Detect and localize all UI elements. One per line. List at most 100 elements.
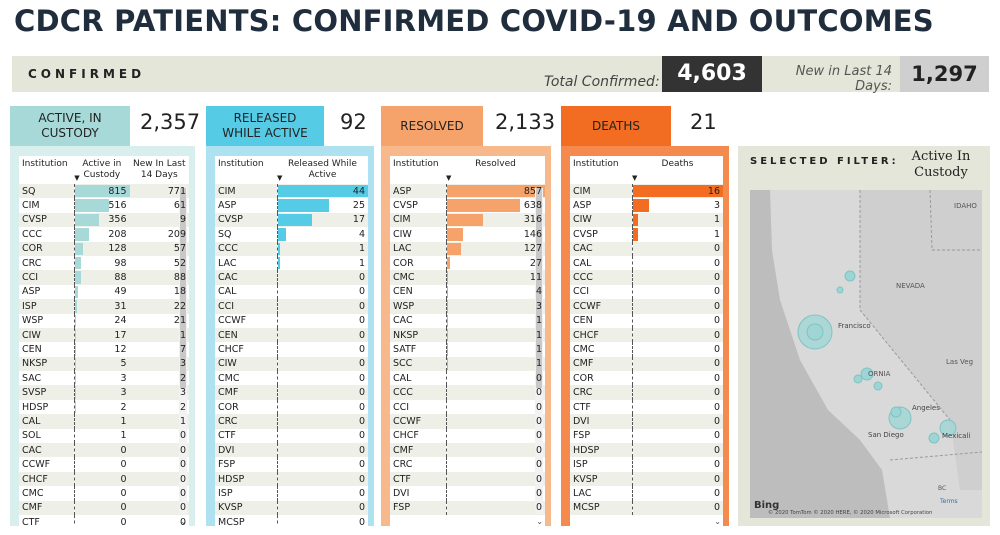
table-row[interactable]: CCWF 0 [390,414,545,429]
table-row[interactable]: CCI 0 [215,299,368,314]
table-row[interactable]: CAC 0 0 [19,443,189,458]
table-row[interactable]: MCSP 0 [570,500,723,515]
table-row[interactable]: CAL 0 [570,255,723,271]
table-row[interactable]: CEN 12 7 [19,342,189,357]
table-row[interactable]: CHCF 0 0 [19,471,189,487]
map-terms-link[interactable]: Terms [939,498,958,505]
table-row[interactable]: CTF 0 [390,471,545,487]
table-row[interactable]: HDSP 2 2 [19,399,189,415]
table-row[interactable]: HDSP 0 [215,471,368,487]
table-row[interactable]: MCSP 0 [215,514,368,526]
table-row[interactable]: CAC 0 [570,241,723,256]
table-row[interactable]: CCI 0 [390,399,545,415]
table-row[interactable]: ASP 25 [215,198,368,213]
deaths-card-button[interactable]: DEATHS [561,106,671,146]
table-row[interactable]: CVSP 638 [390,198,545,213]
table-row[interactable]: CEN 0 [215,327,368,343]
table-row[interactable]: CHCF 0 [390,428,545,444]
table-row[interactable]: ASP 857 [390,184,545,199]
table-row[interactable]: CIM 516 61 [19,198,189,213]
table-row[interactable]: SOL 1 0 [19,428,189,444]
table-row[interactable]: NKSP 1 [390,327,545,343]
table-row[interactable]: COR 0 [215,399,368,415]
table-row[interactable]: LAC 127 [390,241,545,256]
sort-desc-icon[interactable]: ▼ [277,174,283,182]
table-row[interactable]: CTF 0 [215,428,368,444]
table-row[interactable]: SAC 3 2 [19,371,189,386]
scrollbar[interactable] [179,188,187,514]
col-header-resolved[interactable]: Resolved ▼ [446,156,545,184]
table-row[interactable]: ISP 31 22 [19,299,189,314]
table-row[interactable]: CCWF 0 [570,299,723,314]
table-row[interactable]: LAC 0 [570,486,723,501]
table-row[interactable]: CMF 0 [390,443,545,458]
sort-desc-icon[interactable]: ▼ [446,174,452,182]
table-row[interactable]: COR 27 [390,255,545,271]
table-row[interactable]: CVSP 356 9 [19,212,189,228]
table-row[interactable]: CMC 11 [390,270,545,285]
table-row[interactable]: CIM 16 [570,184,723,199]
sort-desc-icon[interactable]: ▼ [632,174,638,182]
table-row[interactable]: CAL 0 [215,284,368,300]
table-row[interactable]: CIW 1 [570,212,723,228]
table-row[interactable]: CCI 88 88 [19,270,189,285]
col-header-institution[interactable]: Institution [573,159,619,169]
scroll-down-icon[interactable]: ⌄ [180,517,187,526]
table-row[interactable]: FSP 0 [570,428,723,444]
table-row[interactable]: CAC 0 [215,270,368,285]
map-svg[interactable]: IDAHO NEVADA Francisco ORNIA Las Veg Ang… [750,190,982,518]
table-row[interactable]: DVI 0 [215,443,368,458]
table-row[interactable]: NKSP 5 3 [19,356,189,372]
resolved-card-button[interactable]: RESOLVED [381,106,483,146]
sort-desc-icon[interactable]: ▼ [74,174,80,182]
table-row[interactable]: CMF 0 [215,385,368,400]
table-row[interactable]: CAL 1 1 [19,414,189,429]
table-row[interactable]: CMC 0 [215,371,368,386]
table-row[interactable]: CCI 0 [570,284,723,300]
col-header-deaths[interactable]: Deaths ▼ [632,156,723,184]
table-row[interactable]: KVSP 0 [215,500,368,515]
table-row[interactable]: CCC 0 [390,385,545,400]
table-row[interactable]: CRC 0 [390,457,545,472]
table-row[interactable]: HDSP 0 [570,443,723,458]
table-row[interactable]: CCC 1 [215,241,368,256]
table-row[interactable]: COR 0 [570,371,723,386]
table-row[interactable]: CIW 0 [215,356,368,372]
table-row[interactable]: CMC 0 0 [19,486,189,501]
scroll-down-icon[interactable]: ⌄ [714,517,721,526]
table-row[interactable]: ISP 0 [215,486,368,501]
table-row[interactable]: CVSP 1 [570,227,723,242]
california-map[interactable]: IDAHO NEVADA Francisco ORNIA Las Veg Ang… [750,190,982,518]
table-row[interactable]: CIW 146 [390,227,545,242]
table-row[interactable]: SQ 815 771 [19,184,189,199]
scroll-thumb[interactable] [180,188,186,388]
table-row[interactable]: LAC 1 [215,255,368,271]
col-header-released[interactable]: Released While Active ▼ [277,156,368,184]
col-header-active[interactable]: Active in Custody ▼ [74,156,129,184]
table-row[interactable]: DVI 0 [570,414,723,429]
table-row[interactable]: CEN 4 [390,284,545,300]
table-row[interactable]: CHCF 0 [570,327,723,343]
table-row[interactable]: CTF 0 [570,399,723,415]
table-row[interactable]: CEN 0 [570,313,723,328]
table-row[interactable]: FSP 0 [215,457,368,472]
table-row[interactable]: SATF 1 [390,342,545,357]
table-row[interactable]: CCWF 0 0 [19,457,189,472]
table-row[interactable]: CMF 0 0 [19,500,189,515]
table-row[interactable]: CCWF 0 [215,313,368,328]
table-row[interactable]: CRC 0 [215,414,368,429]
table-row[interactable]: CRC 0 [570,385,723,400]
col-header-institution[interactable]: Institution [218,159,264,169]
table-row[interactable]: SQ 4 [215,227,368,242]
table-row[interactable]: CAL 0 [390,371,545,386]
table-row[interactable]: ASP 3 [570,198,723,213]
table-row[interactable]: SVSP 3 3 [19,385,189,400]
table-row[interactable]: CTF 0 0 [19,514,189,526]
table-row[interactable]: ISP 0 [570,457,723,472]
scroll-down-icon[interactable]: ⌄ [536,517,543,526]
table-row[interactable]: CAC 1 [390,313,545,328]
table-row[interactable]: WSP 24 21 [19,313,189,328]
table-row[interactable]: CMF 0 [570,356,723,372]
table-row[interactable]: CIM 44 [215,184,368,199]
table-row[interactable]: WSP 3 [390,299,545,314]
